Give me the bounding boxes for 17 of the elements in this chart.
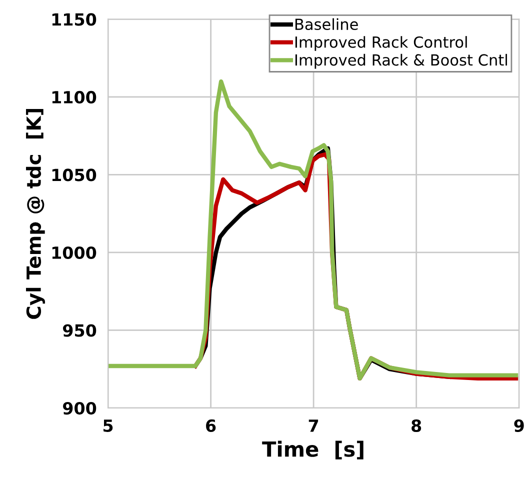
y-axis-title: Cyl Temp @ tdc [K] <box>26 109 45 319</box>
legend-label: Improved Rack Control <box>295 36 467 51</box>
y-tick-label: 1000 <box>52 246 96 260</box>
x-tick-label: 8 <box>412 419 422 432</box>
x-tick-label: 7 <box>308 420 318 432</box>
x-tick-label: 5 <box>104 420 113 432</box>
y-tick-label: 1150 <box>52 13 96 26</box>
y-tick-label: 900 <box>62 402 96 415</box>
y-tick-label: 1050 <box>52 168 96 182</box>
legend-label: Baseline <box>295 18 358 30</box>
x-tick-label: 6 <box>206 419 216 432</box>
x-tick-label: 9 <box>514 419 524 432</box>
x-axis-title: Time [s] <box>262 440 364 460</box>
y-tick-label: 950 <box>62 324 96 337</box>
line-series <box>108 79 518 381</box>
y-tick-label: 1100 <box>52 90 96 104</box>
legend-label: Improved Rack & Boost Cntl <box>295 54 507 69</box>
